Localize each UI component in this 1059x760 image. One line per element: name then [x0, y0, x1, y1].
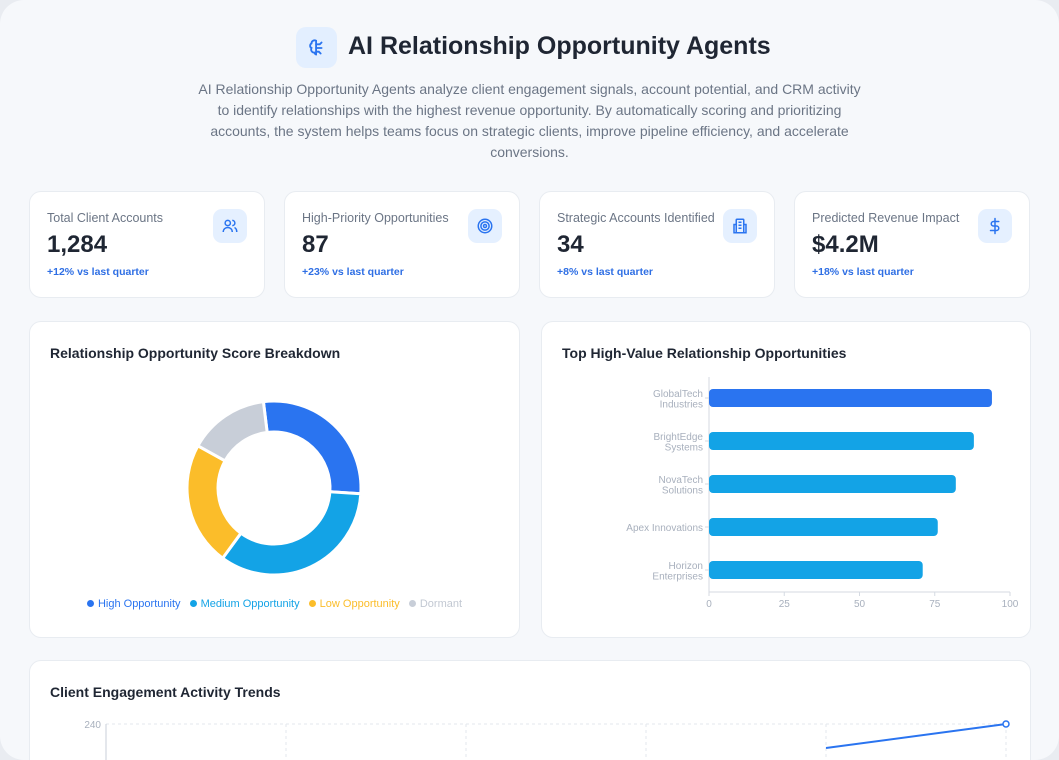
y-tick-label: NovaTech — [659, 475, 703, 486]
y-tick-label: Systems — [665, 442, 703, 453]
kpi-label: Total Client Accounts — [47, 211, 164, 225]
bar[interactable] — [709, 389, 992, 407]
chart-title: Relationship Opportunity Score Breakdown — [50, 345, 341, 361]
donut-slice-dormant[interactable] — [195, 399, 269, 463]
brain-icon — [296, 27, 337, 68]
donut-slice-medium-opportunity[interactable] — [220, 490, 363, 577]
donut-slice-high-opportunity[interactable] — [261, 399, 363, 496]
y-tick-label: GlobalTech — [653, 389, 703, 400]
legend-label: High Opportunity — [97, 598, 181, 610]
kpi-card-revenue: Predicted Revenue Impact $4.2M +18% vs l… — [794, 191, 1030, 298]
bar[interactable] — [709, 432, 974, 450]
y-tick-label: Apex Innovations — [626, 523, 703, 534]
kpi-label: High-Priority Opportunities — [302, 211, 449, 225]
kpi-card-total-accounts: Total Client Accounts 1,284 +12% vs last… — [29, 191, 265, 298]
legend-label: Medium Opportunity — [200, 598, 300, 610]
building-icon — [723, 209, 757, 243]
bar[interactable] — [709, 561, 923, 579]
data-point[interactable] — [1002, 720, 1010, 728]
x-tick-label: 25 — [779, 599, 791, 610]
x-tick-label: 75 — [929, 599, 941, 610]
page-title: AI Relationship Opportunity Agents — [348, 32, 771, 60]
legend-item-low[interactable]: Low Opportunity — [308, 598, 400, 610]
kpi-change: +23% vs last quarter — [302, 266, 404, 278]
dollar-icon — [978, 209, 1012, 243]
line-series — [825, 723, 1007, 749]
y-tick-label: BrightEdge — [654, 432, 704, 443]
page-description: AI Relationship Opportunity Agents analy… — [198, 81, 861, 160]
legend-label: Low Opportunity — [319, 598, 400, 610]
donut-legend: High Opportunity Medium Opportunity Low … — [30, 598, 519, 610]
y-tick-label: Horizon — [669, 561, 703, 572]
x-tick-label: 100 — [1002, 599, 1019, 610]
kpi-change: +8% vs last quarter — [557, 266, 654, 278]
chart-title: Top High-Value Relationship Opportunitie… — [562, 345, 847, 361]
kpi-value: 1,284 — [47, 231, 108, 258]
y-tick-label: Industries — [660, 399, 703, 410]
y-tick-label: Solutions — [662, 485, 703, 496]
kpi-change: +18% vs last quarter — [812, 266, 914, 278]
legend-item-dormant[interactable]: Dormant — [408, 598, 463, 610]
x-tick-label: 50 — [854, 599, 866, 610]
kpi-change: +12% vs last quarter — [47, 266, 149, 278]
kpi-value: 34 — [557, 231, 584, 258]
kpi-label: Predicted Revenue Impact — [812, 211, 960, 225]
line-chart: 240 — [84, 720, 1010, 760]
donut-chart — [185, 399, 363, 577]
target-icon — [468, 209, 502, 243]
kpi-value: 87 — [302, 231, 329, 258]
engagement-trends-card: Client Engagement Activity Trends 240 — [29, 660, 1031, 760]
kpi-card-strategic: Strategic Accounts Identified 34 +8% vs … — [539, 191, 775, 298]
y-tick-label: Enterprises — [652, 571, 703, 582]
y-tick-label: 240 — [84, 720, 101, 731]
legend-label: Dormant — [419, 598, 463, 610]
top-opportunities-card: Top High-Value Relationship Opportunitie… — [541, 321, 1031, 638]
chart-title: Client Engagement Activity Trends — [50, 684, 281, 700]
users-icon — [213, 209, 247, 243]
score-breakdown-card: Relationship Opportunity Score Breakdown… — [29, 321, 520, 638]
kpi-label: Strategic Accounts Identified — [557, 211, 715, 225]
legend-item-high[interactable]: High Opportunity — [86, 598, 181, 610]
legend-item-medium[interactable]: Medium Opportunity — [189, 598, 300, 610]
x-tick-label: 0 — [706, 599, 712, 610]
kpi-value: $4.2M — [812, 231, 879, 258]
donut-slice-low-opportunity[interactable] — [185, 443, 244, 561]
bar[interactable] — [709, 518, 938, 536]
bar[interactable] — [709, 475, 956, 493]
kpi-card-high-priority: High-Priority Opportunities 87 +23% vs l… — [284, 191, 520, 298]
